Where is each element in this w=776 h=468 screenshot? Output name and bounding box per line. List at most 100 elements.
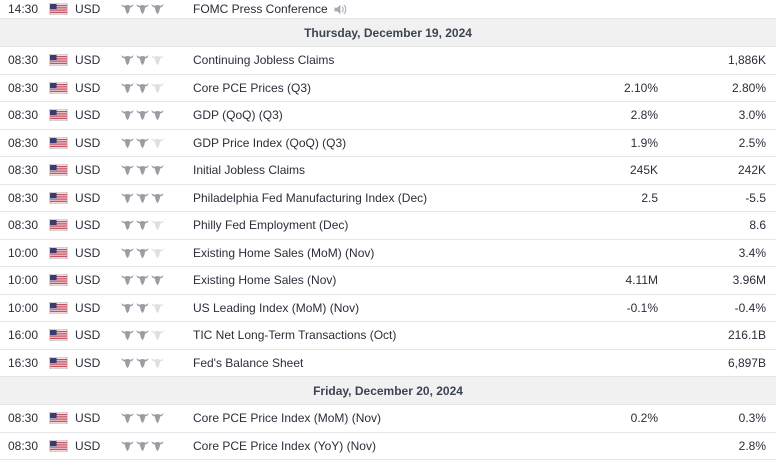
currency-label: USD xyxy=(75,163,101,178)
day-header-row: Thursday, December 19, 2024 xyxy=(0,19,776,47)
day-header-label: Thursday, December 19, 2024 xyxy=(304,25,472,40)
event-row[interactable]: 16:30 USD xyxy=(0,349,776,377)
bull-icon xyxy=(136,275,149,286)
event-time: 08:30 xyxy=(8,163,39,178)
importance-rating xyxy=(121,247,189,259)
bull-icon xyxy=(151,192,164,203)
us-flag-icon xyxy=(49,301,75,314)
importance-rating xyxy=(121,219,189,231)
event-name: Philadelphia Fed Manufacturing Index (De… xyxy=(193,190,428,205)
event-name: Core PCE Prices (Q3) xyxy=(193,80,312,95)
event-cell: TIC Net Long-Term Transactions (Oct) xyxy=(189,328,568,342)
bull-icon xyxy=(136,247,149,258)
currency-label: USD xyxy=(75,273,101,288)
event-row[interactable]: 08:30 USD xyxy=(0,212,776,240)
event-row[interactable]: 08:30 USD xyxy=(0,184,776,212)
importance-rating xyxy=(121,3,189,15)
importance-rating xyxy=(121,302,189,314)
importance-rating xyxy=(121,109,189,121)
bull-icon xyxy=(151,220,164,231)
prior-value: 3.0% xyxy=(738,108,766,123)
bull-icon xyxy=(136,440,149,451)
event-row[interactable]: 16:00 USD xyxy=(0,322,776,350)
importance-rating xyxy=(121,412,189,424)
bull-icon xyxy=(136,330,149,341)
event-time: 08:30 xyxy=(8,80,39,95)
bull-icon xyxy=(151,330,164,341)
importance-rating xyxy=(121,82,189,94)
event-name: TIC Net Long-Term Transactions (Oct) xyxy=(193,328,397,343)
bull-icon xyxy=(136,137,149,148)
prior-value: 3.4% xyxy=(738,245,766,260)
bull-icon xyxy=(136,3,149,15)
currency-label: USD xyxy=(75,190,101,205)
importance-rating xyxy=(121,137,189,149)
event-name: Fed's Balance Sheet xyxy=(193,355,304,370)
bull-icon xyxy=(151,357,164,368)
event-name: Core PCE Price Index (YoY) (Nov) xyxy=(193,438,376,453)
event-cell: GDP Price Index (QoQ) (Q3) xyxy=(189,136,568,150)
event-row[interactable]: 10:00 USD xyxy=(0,267,776,295)
event-row[interactable]: 10:00 USD xyxy=(0,239,776,267)
currency-label: USD xyxy=(75,245,101,260)
us-flag-icon xyxy=(49,191,75,204)
event-name: GDP (QoQ) (Q3) xyxy=(193,108,283,123)
event-row[interactable]: 08:30 USD xyxy=(0,102,776,130)
event-row[interactable]: 08:30 USD xyxy=(0,47,776,75)
day-header-label: Friday, December 20, 2024 xyxy=(313,383,463,398)
event-row[interactable]: 14:30 USD xyxy=(0,0,776,19)
bull-icon xyxy=(151,275,164,286)
prior-value: 2.8% xyxy=(738,438,766,453)
event-cell: Philadelphia Fed Manufacturing Index (De… xyxy=(189,191,568,205)
event-row[interactable]: 08:30 USD xyxy=(0,432,776,460)
event-name: Existing Home Sales (MoM) (Nov) xyxy=(193,245,375,260)
prior-value: 0.3% xyxy=(738,411,766,426)
bull-icon xyxy=(136,302,149,313)
bull-icon xyxy=(121,165,134,176)
currency-label: USD xyxy=(75,355,101,370)
bull-icon xyxy=(121,413,134,424)
bull-icon xyxy=(136,82,149,93)
event-row[interactable]: 10:00 USD xyxy=(0,294,776,322)
importance-rating xyxy=(121,192,189,204)
currency-label: USD xyxy=(75,411,101,426)
bull-icon xyxy=(121,247,134,258)
bull-icon xyxy=(136,55,149,66)
event-name: Philly Fed Employment (Dec) xyxy=(193,218,349,233)
event-row[interactable]: 08:30 USD xyxy=(0,405,776,433)
prior-value: -5.5 xyxy=(745,190,766,205)
event-cell: Core PCE Price Index (YoY) (Nov) xyxy=(189,439,568,453)
bull-icon xyxy=(121,275,134,286)
currency-label: USD xyxy=(75,300,101,315)
forecast-value: 1.9% xyxy=(630,135,658,150)
event-cell: FOMC Press Conference xyxy=(189,2,568,16)
event-cell: Philly Fed Employment (Dec) xyxy=(189,218,568,232)
forecast-value: 245K xyxy=(629,163,658,178)
event-time: 08:30 xyxy=(8,438,39,453)
importance-rating xyxy=(121,357,189,369)
bull-icon xyxy=(121,3,134,15)
event-time: 10:00 xyxy=(8,273,39,288)
bull-icon xyxy=(151,302,164,313)
bull-icon xyxy=(136,413,149,424)
bull-icon xyxy=(121,220,134,231)
day-header-row: Friday, December 20, 2024 xyxy=(0,377,776,405)
bull-icon xyxy=(121,302,134,313)
currency-label: USD xyxy=(75,135,101,150)
forecast-value: -0.1% xyxy=(626,300,658,315)
forecast-value: 2.8% xyxy=(630,108,658,123)
us-flag-icon xyxy=(49,329,75,342)
event-row[interactable]: 08:30 USD xyxy=(0,157,776,185)
us-flag-icon xyxy=(49,412,75,425)
bull-icon xyxy=(136,220,149,231)
event-row[interactable]: 08:30 USD xyxy=(0,74,776,102)
event-row[interactable]: 08:30 USD xyxy=(0,129,776,157)
bull-icon xyxy=(121,82,134,93)
bull-icon xyxy=(151,137,164,148)
event-cell: Continuing Jobless Claims xyxy=(189,53,568,67)
us-flag-icon xyxy=(49,54,75,67)
forecast-value: 2.10% xyxy=(623,80,658,95)
event-cell: Existing Home Sales (Nov) xyxy=(189,273,568,287)
